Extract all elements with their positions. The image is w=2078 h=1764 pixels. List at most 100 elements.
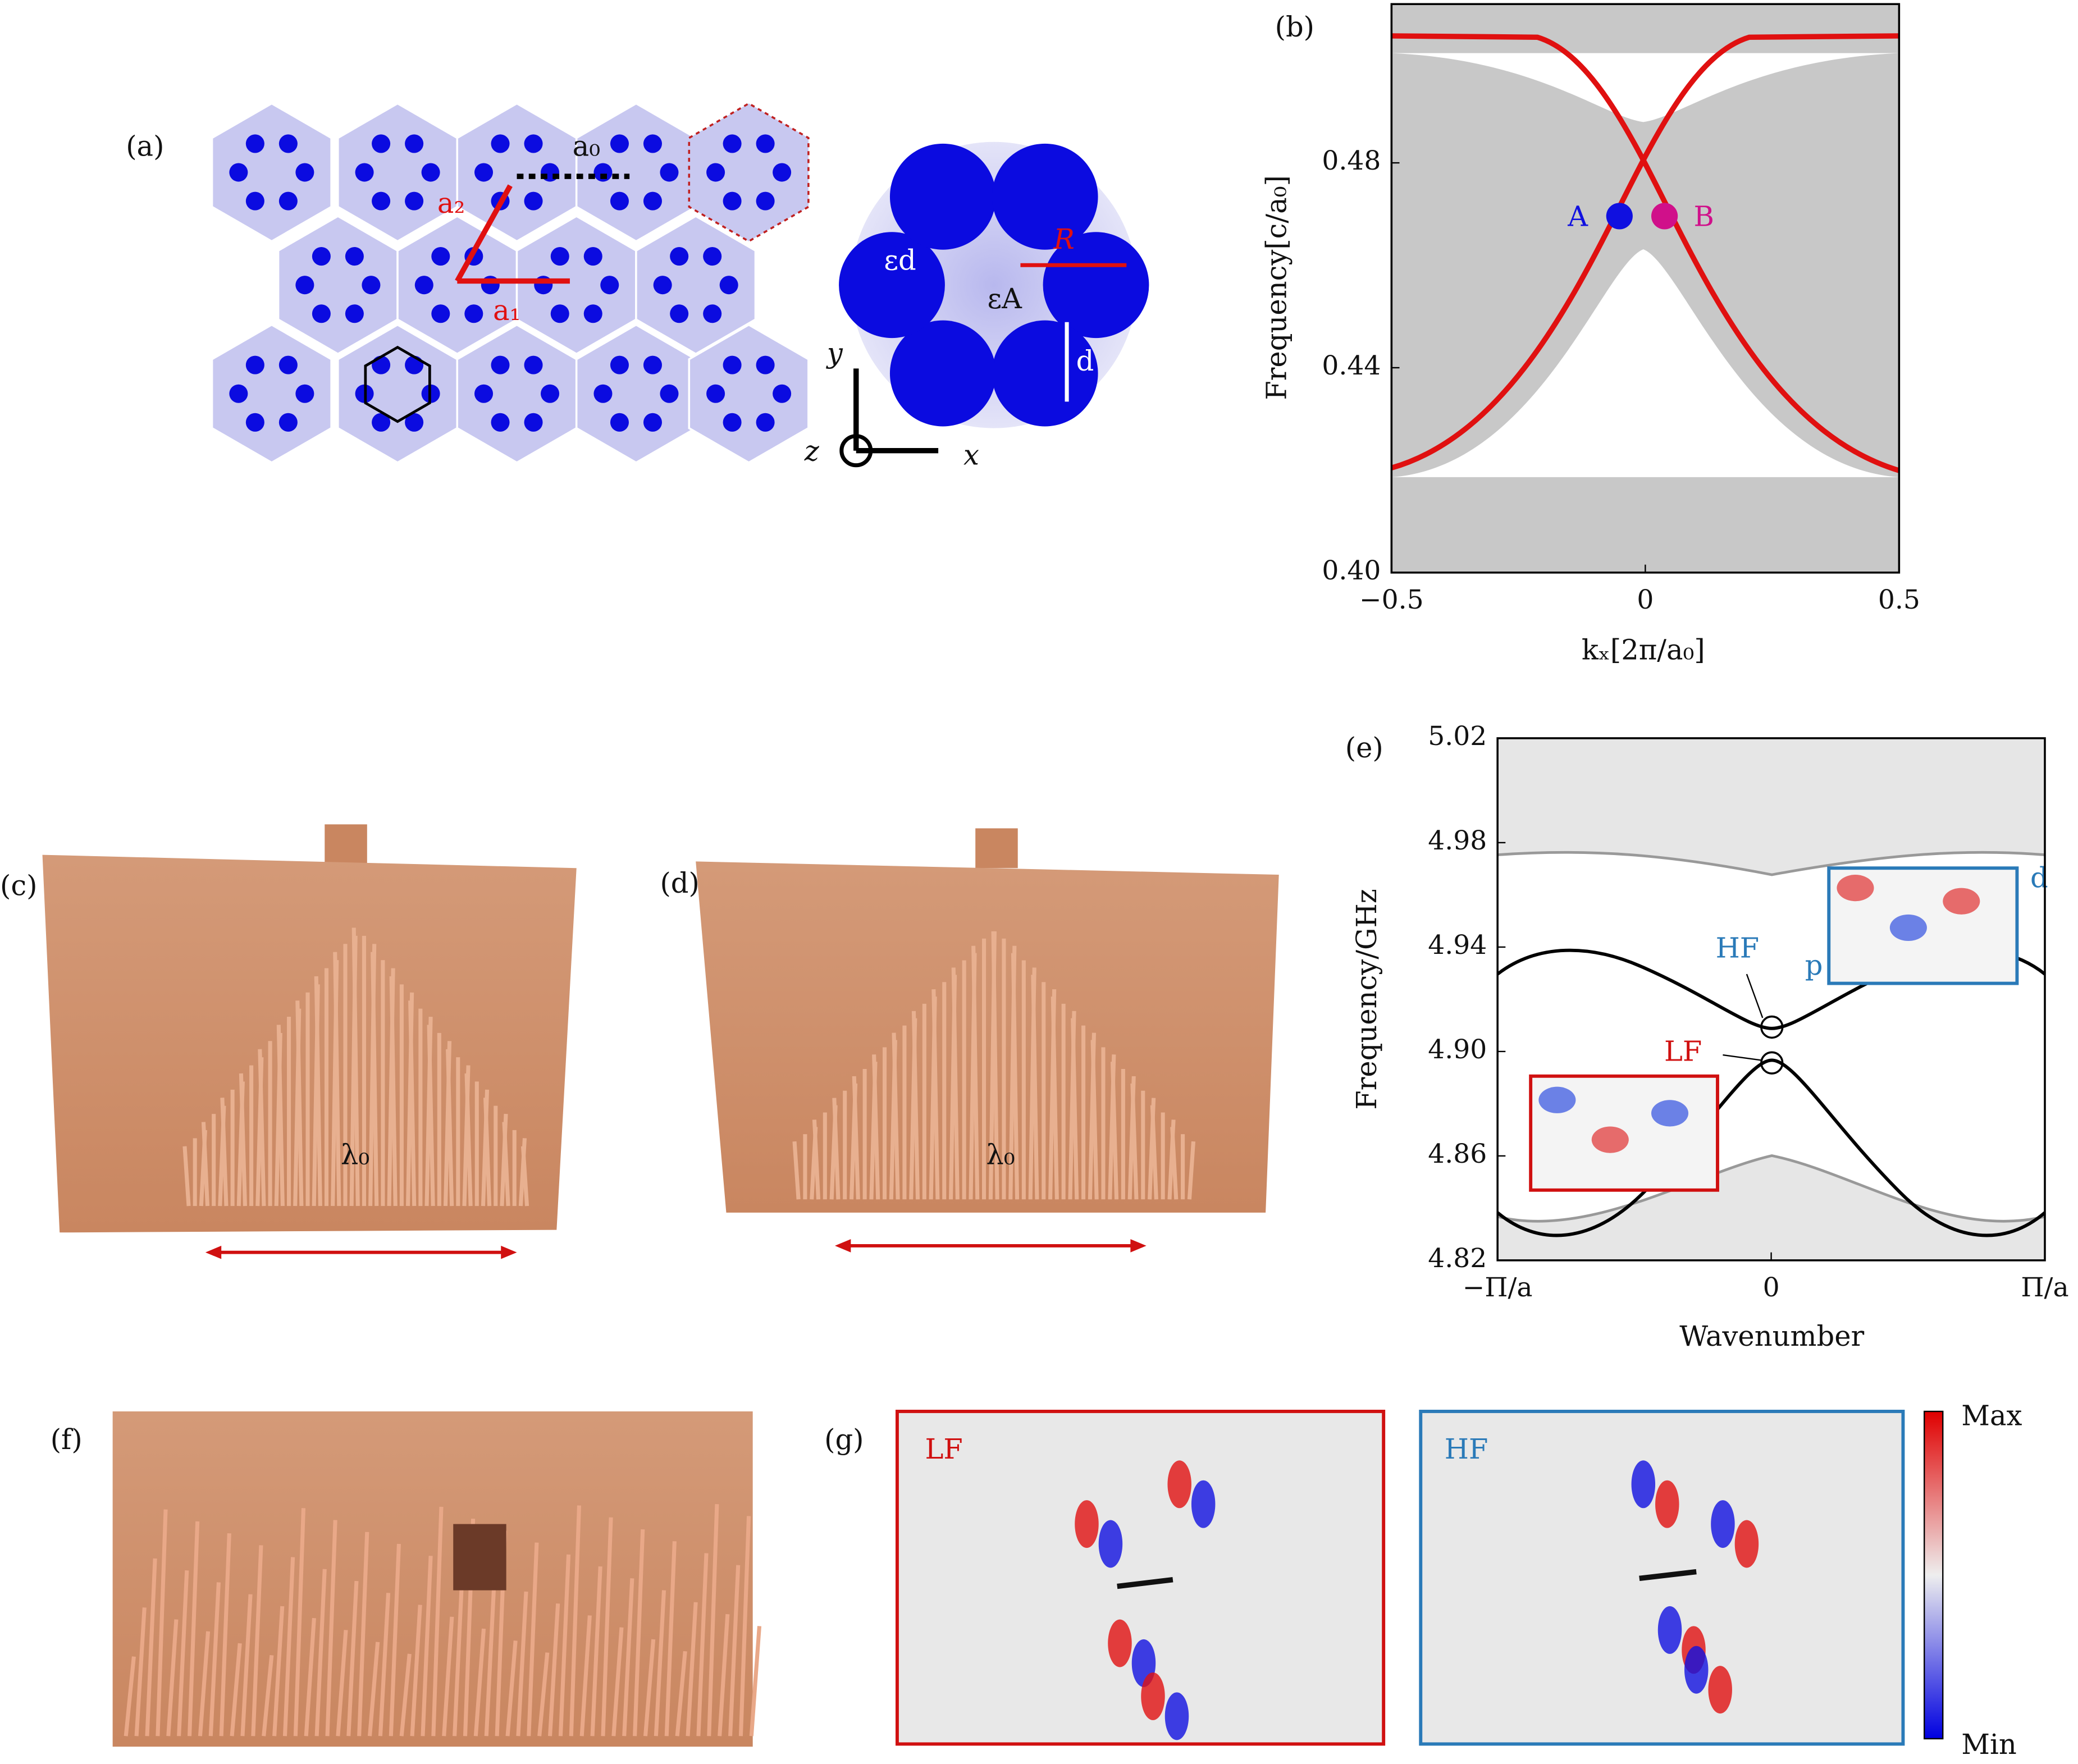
annotation: LF xyxy=(1664,1035,1702,1068)
rod xyxy=(610,191,629,211)
rod xyxy=(643,191,662,211)
rod xyxy=(992,143,1098,250)
map-title: LF xyxy=(925,1433,963,1465)
y-tick-label: 0.40 xyxy=(1322,555,1381,586)
rod xyxy=(723,191,742,211)
y-tick-label: 4.86 xyxy=(1428,1139,1487,1169)
rod xyxy=(372,191,391,211)
pin xyxy=(654,1590,666,1736)
rod xyxy=(610,413,629,432)
pin xyxy=(230,1643,242,1736)
rod xyxy=(372,355,391,374)
point-label: B xyxy=(1694,200,1714,233)
pin xyxy=(262,1655,274,1736)
field-lobe xyxy=(1684,1646,1709,1694)
y-tick-label: 5.02 xyxy=(1428,721,1487,752)
pin xyxy=(134,1607,147,1736)
panel-f: (f) xyxy=(51,1411,762,1747)
pin xyxy=(251,1545,263,1736)
colorbar-label: Max xyxy=(1961,1400,2022,1432)
field-pattern xyxy=(1075,1460,1759,1740)
axis-name: y xyxy=(826,337,843,369)
pin xyxy=(304,1617,316,1736)
tab xyxy=(975,828,1018,869)
pin xyxy=(198,1631,211,1736)
rod xyxy=(756,191,775,211)
rod xyxy=(491,355,510,374)
y-tick-label: 4.82 xyxy=(1428,1243,1487,1274)
rod xyxy=(593,384,613,403)
arrowhead xyxy=(501,1245,517,1259)
rod xyxy=(524,413,543,432)
field-lobe xyxy=(1657,1606,1682,1654)
rod xyxy=(295,163,314,182)
rod xyxy=(723,134,742,153)
rod xyxy=(474,163,494,182)
pin xyxy=(408,1000,417,1207)
annotation: εd xyxy=(884,244,916,277)
pin xyxy=(410,1605,422,1736)
pin xyxy=(812,1119,821,1200)
hex-cell xyxy=(635,214,757,355)
pin xyxy=(351,927,360,1207)
pin xyxy=(1150,1105,1158,1200)
scale-label: λ₀ xyxy=(341,1139,369,1171)
pins xyxy=(124,1504,762,1736)
annotation: HF xyxy=(1716,932,1760,965)
panel-label: (e) xyxy=(1345,732,1383,764)
rod xyxy=(421,163,440,182)
pin xyxy=(601,1517,613,1736)
rod xyxy=(653,276,672,295)
rod xyxy=(889,320,996,427)
panel-c: (c) λ₀ xyxy=(0,824,577,1259)
y-axis-label: Frequency/GHz xyxy=(1350,889,1383,1110)
rod xyxy=(839,232,945,339)
rod xyxy=(723,413,742,432)
pin xyxy=(258,1049,266,1207)
rod xyxy=(610,134,629,153)
pin xyxy=(484,1579,496,1736)
y-tick-label: 4.94 xyxy=(1428,930,1487,961)
rod xyxy=(312,304,331,323)
pin xyxy=(502,1122,510,1207)
pins xyxy=(792,931,1196,1200)
rod xyxy=(524,355,543,374)
supercell xyxy=(688,102,810,243)
pin xyxy=(579,1615,592,1736)
pin xyxy=(145,1558,157,1736)
rod xyxy=(660,163,679,182)
pin xyxy=(333,952,341,1207)
annotation: p xyxy=(1805,949,1823,981)
hex-cell xyxy=(211,102,332,243)
rod xyxy=(600,276,619,295)
pin xyxy=(738,1516,751,1736)
x-tick-label: Π/a xyxy=(2021,1272,2068,1303)
field-lobe xyxy=(1631,1460,1656,1509)
pin xyxy=(453,1568,465,1736)
pin xyxy=(520,1146,529,1207)
rod xyxy=(278,413,298,432)
annotation: R xyxy=(1053,223,1074,255)
bulk-region xyxy=(1497,1155,2045,1260)
pin xyxy=(371,952,379,1207)
pin xyxy=(971,945,980,1200)
pin xyxy=(911,1011,920,1200)
rod xyxy=(670,304,689,323)
pin xyxy=(187,1521,200,1736)
rods xyxy=(839,143,1149,427)
panel-label: (c) xyxy=(0,870,37,902)
hex-cell xyxy=(688,323,810,464)
field-lobe xyxy=(1943,888,1980,915)
panel-label: (b) xyxy=(1275,11,1314,43)
y-axis-label: Frequency[c/a₀] xyxy=(1260,175,1293,400)
photo xyxy=(112,1411,753,1747)
pin xyxy=(177,1570,189,1736)
pin xyxy=(368,1642,380,1736)
rod xyxy=(643,134,662,153)
field-lobe xyxy=(1108,1619,1132,1667)
rod xyxy=(706,163,725,182)
pin xyxy=(314,1569,327,1736)
annotation: a₁ xyxy=(493,294,520,327)
rod xyxy=(1043,232,1149,339)
rod xyxy=(278,134,298,153)
